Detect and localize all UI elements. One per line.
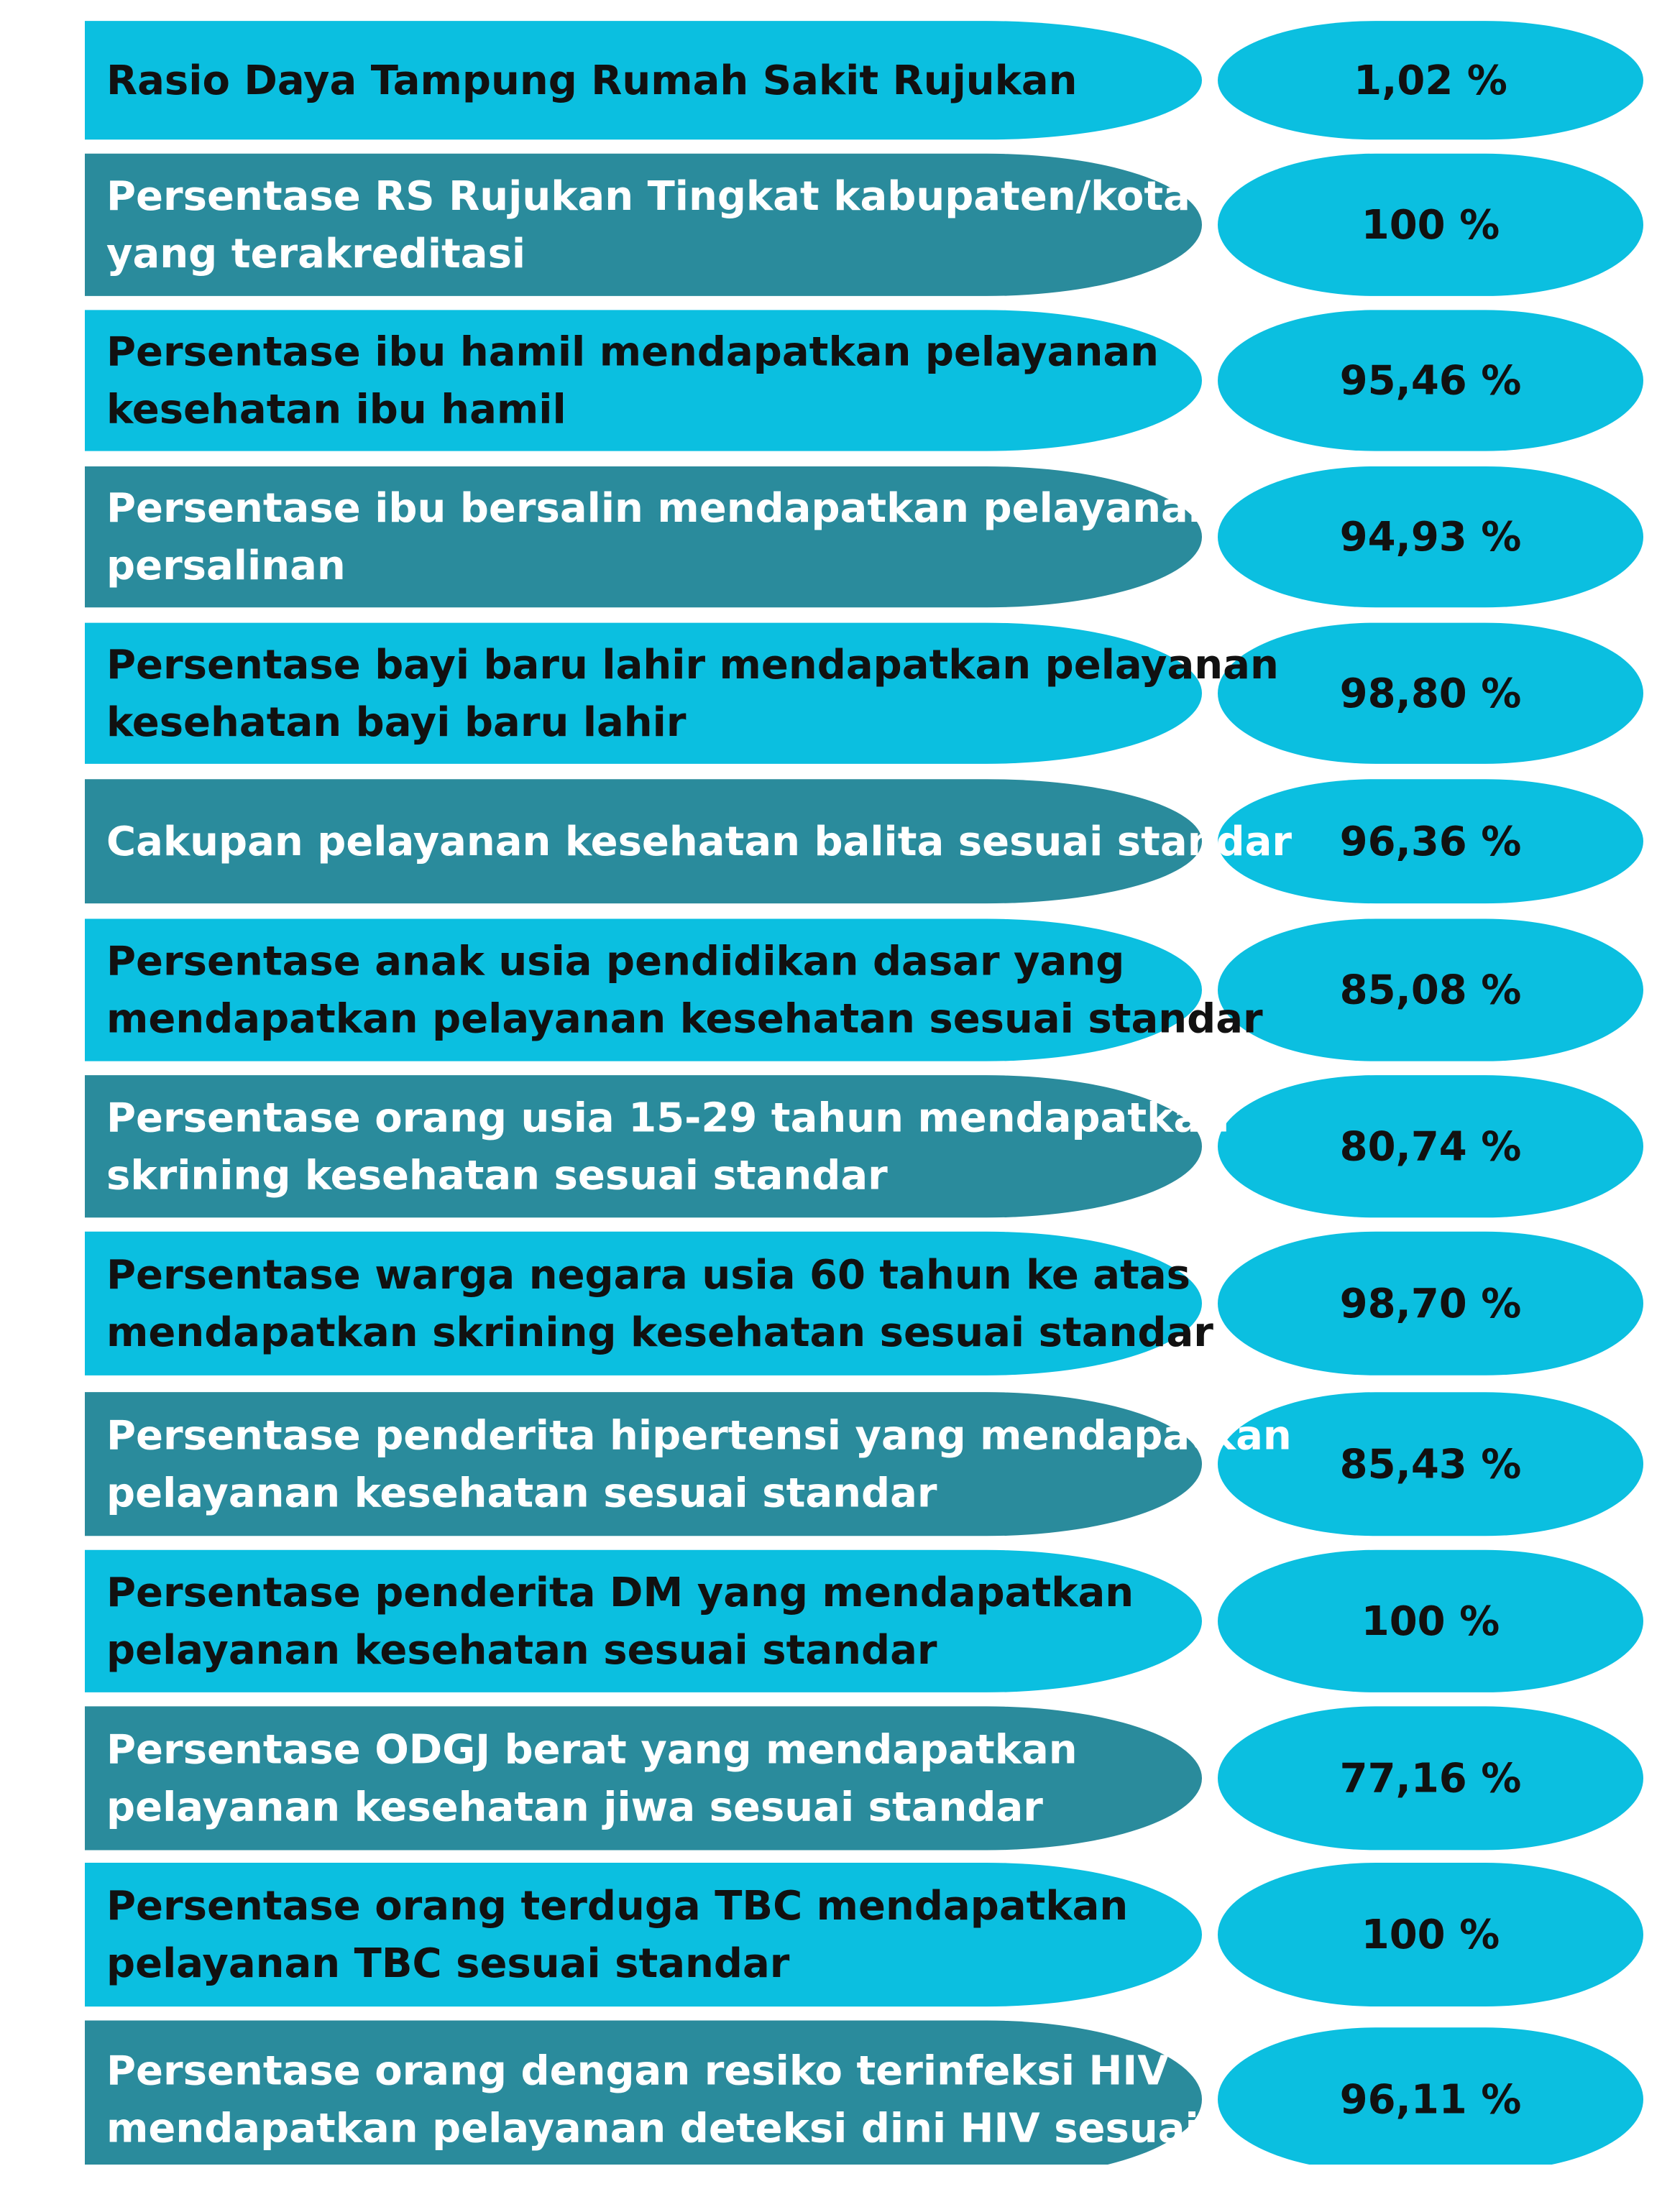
label-line: yang terakreditasi — [106, 231, 525, 277]
label-line: kesehatan bayi baru lahir — [106, 699, 687, 746]
label-line: persalinan — [106, 543, 346, 589]
row: Persentase orang dengan resiko terinfeks… — [85, 2020, 1643, 2165]
row: Persentase orang terduga TBC mendapatkan… — [85, 1862, 1643, 2007]
value-text: 77,16 % — [1340, 1756, 1522, 1802]
label-line: Persentase orang dengan resiko terinfeks… — [106, 2047, 1169, 2094]
row: Persentase ibu bersalin mendapatkan pela… — [85, 466, 1643, 608]
value-text: 100 % — [1362, 202, 1500, 249]
label-box — [85, 2020, 1202, 2165]
label-line: Persentase penderita hipertensi yang men… — [106, 1412, 1292, 1459]
label-line: mendapatkan skrining kesehatan sesuai st… — [106, 1309, 1213, 1356]
value-text: 95,46 % — [1340, 358, 1522, 405]
row: Cakupan pelayanan kesehatan balita sesua… — [85, 779, 1643, 904]
row: Persentase RS Rujukan Tingkat kabupaten/… — [85, 153, 1643, 296]
value-pill — [1218, 310, 1643, 451]
value-text: 85,08 % — [1340, 967, 1522, 1014]
label-line: Persentase penderita DM yang mendapatkan — [106, 1570, 1134, 1616]
value-pill — [1218, 466, 1643, 608]
label-line: Rasio Daya Tampung Rumah Sakit Rujukan — [106, 57, 1078, 104]
value-pill — [1218, 918, 1643, 1061]
label-line: pelayanan kesehatan jiwa sesuai standar — [106, 1784, 1043, 1831]
value-pill — [1218, 1231, 1643, 1375]
value-text: 100 % — [1362, 1598, 1500, 1645]
value-text: 100 % — [1362, 1912, 1500, 1958]
value-pill — [1218, 1863, 1643, 2007]
label-box — [85, 1392, 1202, 1536]
label-box — [85, 1231, 1202, 1375]
label-box — [85, 1075, 1202, 1218]
label-box — [85, 21, 1202, 140]
label-box — [85, 153, 1202, 296]
value-text: 96,36 % — [1340, 819, 1522, 865]
value-text: 94,93 % — [1340, 514, 1522, 561]
label-line: Cakupan pelayanan kesehatan balita sesua… — [106, 819, 1292, 865]
label-line: Persentase warga negara usia 60 tahun ke… — [106, 1252, 1190, 1299]
label-line: mendapatkan pelayanan kesehatan sesuai s… — [106, 996, 1263, 1043]
row: Persentase bayi baru lahir mendapatkan p… — [85, 622, 1643, 764]
value-pill — [1218, 1075, 1643, 1218]
label-line: Persentase orang usia 15-29 tahun mendap… — [106, 1095, 1229, 1141]
value-text: 96,11 % — [1340, 2076, 1522, 2123]
value-pill — [1218, 153, 1643, 296]
value-text: 98,70 % — [1340, 1281, 1522, 1327]
row: Persentase warga negara usia 60 tahun ke… — [85, 1231, 1643, 1375]
label-line: Persentase orang terduga TBC mendapatkan — [106, 1883, 1128, 1930]
value-text: 85,43 % — [1340, 1441, 1522, 1488]
label-line: pelayanan TBC sesuai standar — [106, 1940, 790, 1987]
row: Persentase orang usia 15-29 tahun mendap… — [85, 1075, 1643, 1218]
label-box — [85, 779, 1202, 904]
row: Persentase ibu hamil mendapatkan pelayan… — [85, 310, 1643, 451]
label-line: pelayanan kesehatan sesuai standar — [106, 1470, 937, 1516]
label-line: mendapatkan pelayanan deteksi dini HIV s… — [106, 2105, 1199, 2152]
value-pill — [1218, 1706, 1643, 1851]
label-line: kesehatan ibu hamil — [106, 387, 566, 433]
label-line: skrining kesehatan sesuai standar — [106, 1152, 888, 1199]
value-text: 80,74 % — [1340, 1123, 1522, 1170]
label-box — [85, 1862, 1203, 2007]
value-pill — [1218, 1392, 1643, 1536]
value-text: 1,02 % — [1354, 57, 1507, 104]
label-line: Persentase RS Rujukan Tingkat kabupaten/… — [106, 173, 1190, 220]
label-box — [85, 622, 1202, 764]
label-line: pelayanan kesehatan sesuai standar — [106, 1627, 937, 1674]
value-pill — [1218, 779, 1643, 904]
label-line: Persentase ibu hamil mendapatkan pelayan… — [106, 329, 1159, 376]
row: Persentase penderita DM yang mendapatkan… — [85, 1549, 1643, 1692]
row: Rasio Daya Tampung Rumah Sakit Rujukan 1,… — [85, 21, 1643, 140]
label-line: Persentase bayi baru lahir mendapatkan p… — [106, 642, 1279, 688]
value-pill — [1218, 2027, 1643, 2165]
row: Persentase penderita hipertensi yang men… — [85, 1392, 1643, 1536]
row: Persentase anak usia pendidikan dasar ya… — [85, 918, 1643, 1061]
label-box — [85, 1706, 1203, 1851]
label-box — [85, 466, 1202, 608]
label-line: Persentase ODGJ berat yang mendapatkan — [106, 1727, 1078, 1774]
label-box — [85, 310, 1202, 451]
label-line: Persentase ibu bersalin mendapatkan pela… — [106, 485, 1217, 532]
label-box — [85, 918, 1202, 1061]
row: Persentase ODGJ berat yang mendapatkan pe… — [85, 1706, 1643, 1851]
value-pill — [1218, 622, 1643, 764]
value-pill — [1218, 21, 1643, 140]
value-pill — [1218, 1549, 1643, 1692]
label-line: Persentase anak usia pendidikan dasar ya… — [106, 939, 1124, 985]
label-box — [85, 1549, 1202, 1692]
rows: Rasio Daya Tampung Rumah Sakit Rujukan 1,… — [85, 21, 1643, 2165]
value-text: 98,80 % — [1340, 670, 1522, 717]
